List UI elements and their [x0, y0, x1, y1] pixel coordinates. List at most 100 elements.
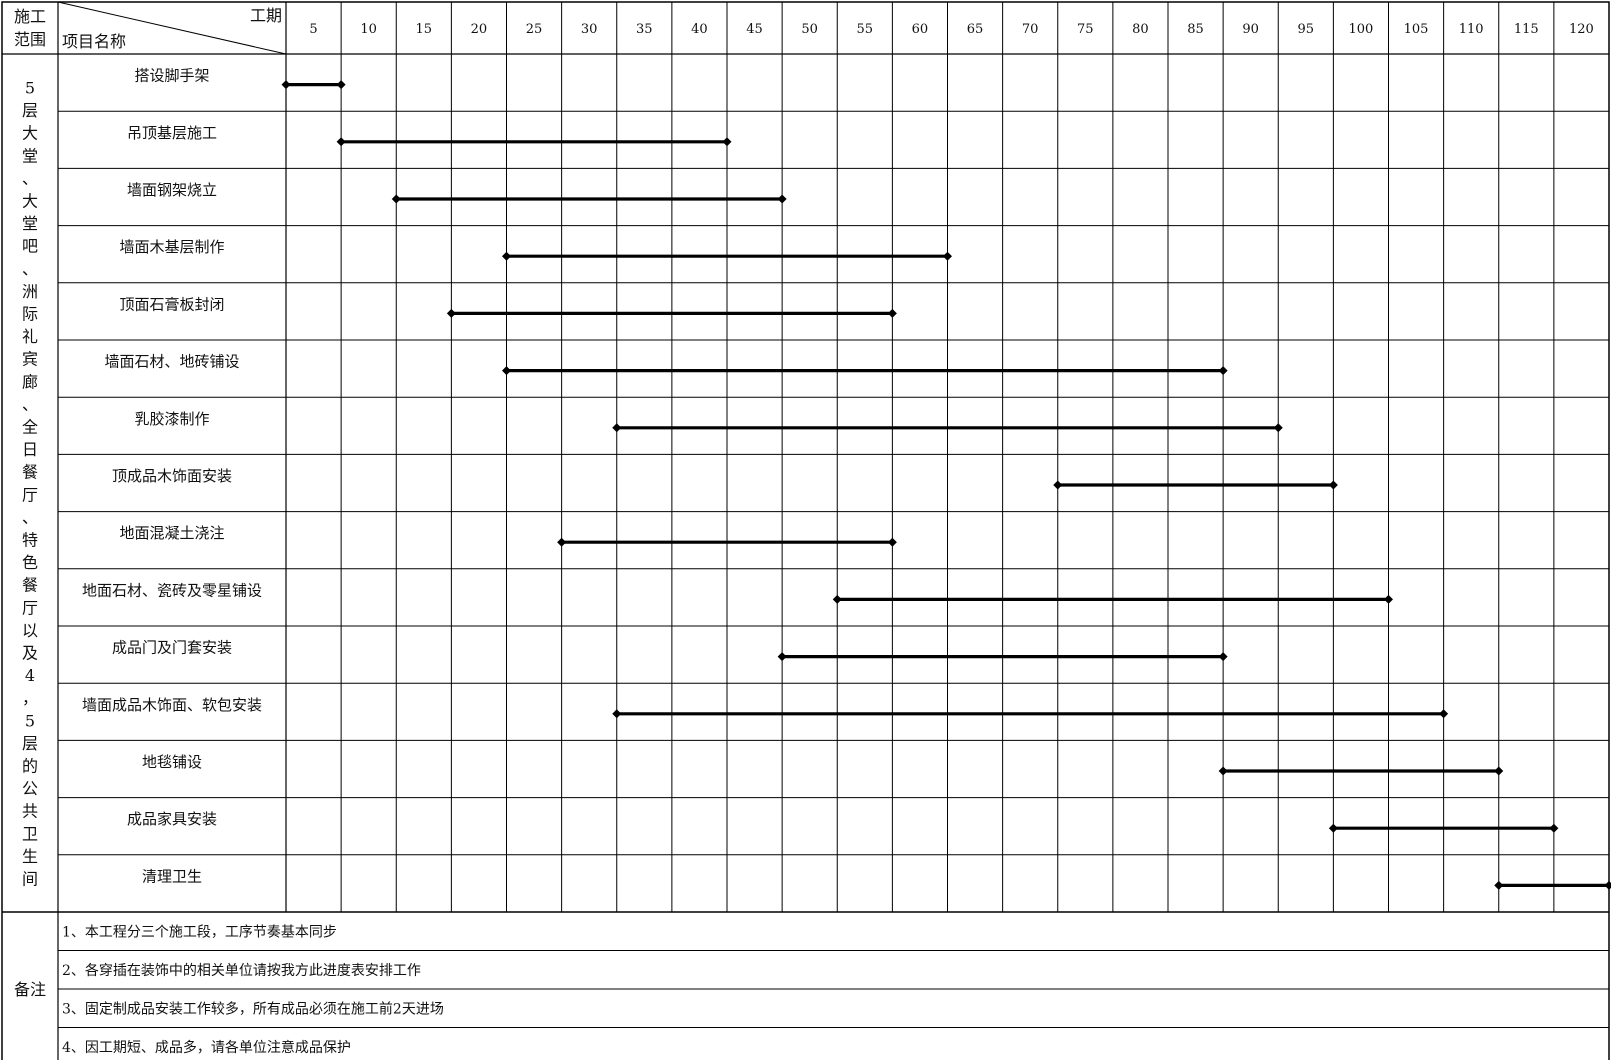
- scope-char: 特: [22, 531, 38, 550]
- task-name: 顶面石膏板封闭: [119, 295, 224, 313]
- scope-char: 大: [22, 192, 38, 211]
- bar-end-marker: [1384, 594, 1393, 604]
- x-tick-label: 50: [801, 22, 818, 37]
- x-tick-label: 110: [1459, 22, 1484, 37]
- bar-end-marker: [557, 537, 567, 547]
- scope-char: 餐: [22, 463, 38, 482]
- task-name: 墙面钢架烧立: [127, 181, 217, 199]
- remark-item: 3、固定制成品安装工作较多，所有成品必须在施工前2天进场: [62, 1000, 444, 1017]
- scope-char: 4: [25, 666, 35, 685]
- task-names: 搭设脚手架吊顶基层施工墙面钢架烧立墙面木基层制作顶面石膏板封闭墙面石材、地砖铺设…: [82, 67, 262, 886]
- scope-char: 洲: [22, 282, 38, 301]
- x-tick-label: 45: [746, 22, 763, 37]
- x-tick-label: 5: [309, 22, 317, 37]
- x-tick-label: 30: [581, 22, 598, 37]
- header-diagonal: [57, 1, 287, 55]
- scope-char: 礼: [22, 327, 38, 346]
- remarks-label: 备注: [14, 980, 46, 999]
- x-tick-label: 40: [691, 22, 708, 37]
- scope-char: 吧: [22, 237, 38, 256]
- x-tick-label: 55: [857, 22, 874, 37]
- scope-char: ，: [22, 689, 38, 708]
- bar-end-marker: [1053, 480, 1063, 490]
- task-name: 墙面成品木饰面、软包安装: [82, 696, 262, 714]
- item-name-header: 项目名称: [62, 32, 126, 51]
- scope-char: 卫: [22, 824, 38, 843]
- scope-char: 共: [22, 802, 38, 821]
- scope-char: 堂: [22, 146, 38, 165]
- x-tick-label: 10: [360, 22, 377, 37]
- scope-char: 、: [22, 395, 38, 414]
- bar-end-marker: [446, 308, 456, 318]
- x-tick-label: 60: [912, 22, 929, 37]
- remarks-section: 备注 1、本工程分三个施工段，工序节奏基本同步 2、各穿插在装饰中的相关单位请按我方…: [14, 923, 444, 1056]
- scope-char: 大: [22, 124, 38, 143]
- scope-char: 厅: [22, 598, 38, 617]
- bar-end-marker: [1494, 766, 1504, 776]
- scope-char: 全: [22, 418, 38, 437]
- bar-end-marker: [612, 423, 622, 433]
- x-tick-label: 105: [1404, 22, 1429, 37]
- scope-char: 间: [22, 870, 38, 889]
- bar-end-marker: [1549, 823, 1559, 833]
- duration-header: 工期: [250, 6, 282, 25]
- scope-char: 堂: [22, 214, 38, 233]
- x-tick-label: 65: [967, 22, 984, 37]
- x-tick-label: 80: [1132, 22, 1149, 37]
- bar-end-marker: [612, 709, 622, 719]
- x-tick-label: 90: [1242, 22, 1259, 37]
- scope-char: 宾: [22, 350, 38, 369]
- scope-char: 、: [22, 169, 38, 188]
- x-tick-label: 35: [636, 22, 653, 37]
- scope-char: 日: [22, 440, 38, 459]
- scope-char: 5: [25, 711, 35, 730]
- scope-char: 以: [22, 621, 38, 640]
- scope-char: 廊: [22, 372, 38, 391]
- x-tick-label: 15: [416, 22, 433, 37]
- bar-end-marker: [1604, 880, 1611, 890]
- task-name: 清理卫生: [142, 867, 202, 885]
- scope-char: 、: [22, 259, 38, 278]
- bar-end-marker: [502, 366, 511, 376]
- task-name: 墙面木基层制作: [119, 238, 224, 256]
- x-tick-label: 120: [1569, 22, 1594, 37]
- x-tick-label: 25: [526, 22, 543, 37]
- scope-char: 层: [22, 734, 38, 753]
- scope-char: 厅: [22, 485, 38, 504]
- task-name: 墙面石材、地砖铺设: [104, 353, 239, 371]
- x-tick-label: 75: [1077, 22, 1094, 37]
- task-name: 吊顶基层施工: [127, 124, 217, 142]
- x-tick-label: 115: [1514, 22, 1539, 37]
- x-tick-label: 85: [1187, 22, 1204, 37]
- scope-char: 色: [22, 553, 38, 572]
- bar-end-marker: [1328, 823, 1338, 833]
- bar-end-marker: [1273, 423, 1283, 433]
- x-tick-label: 70: [1022, 22, 1039, 37]
- x-tick-label: 20: [471, 22, 488, 37]
- bar-end-marker: [943, 251, 952, 261]
- bar-end-marker: [1218, 766, 1228, 776]
- remark-item: 1、本工程分三个施工段，工序节奏基本同步: [62, 923, 337, 940]
- scope-char: 层: [22, 101, 38, 120]
- task-name: 搭设脚手架: [134, 67, 209, 85]
- x-tick-label: 95: [1298, 22, 1315, 37]
- bar-end-marker: [832, 594, 842, 604]
- scope-char: 际: [22, 305, 38, 324]
- bar-end-marker: [777, 194, 787, 204]
- remark-item: 4、因工期短、成品多，请各单位注意成品保护: [62, 1039, 351, 1056]
- task-name: 成品门及门套安装: [112, 639, 232, 657]
- bar-end-marker: [502, 251, 511, 261]
- gantt-bars: [281, 80, 1611, 890]
- scope-char: 生: [22, 847, 38, 866]
- x-tick-label: 100: [1349, 22, 1374, 37]
- scope-header-line1: 施工: [14, 7, 46, 26]
- scope-char: 5: [25, 79, 35, 98]
- bar-end-marker: [722, 137, 732, 147]
- bar-end-marker: [887, 308, 897, 318]
- task-name: 地毯铺设: [142, 753, 202, 771]
- bar-end-marker: [777, 652, 787, 662]
